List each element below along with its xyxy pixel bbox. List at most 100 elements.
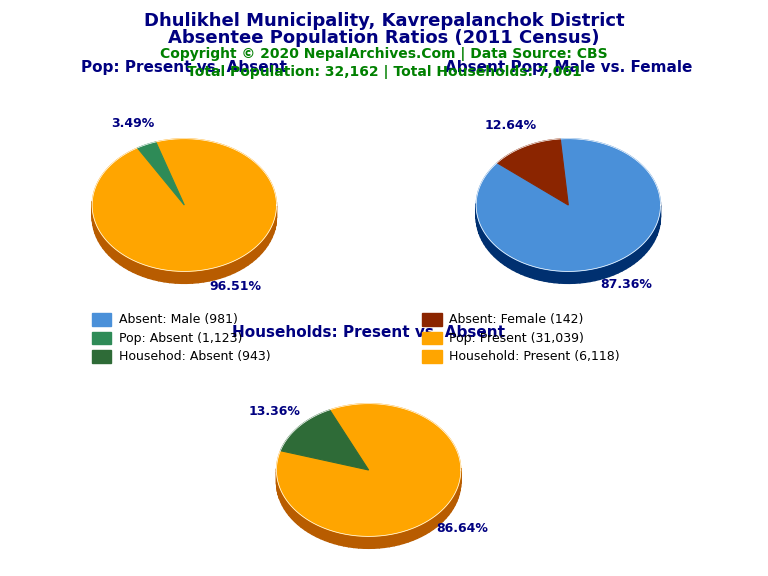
Polygon shape <box>289 503 292 518</box>
Polygon shape <box>292 507 295 522</box>
Polygon shape <box>436 512 440 527</box>
Polygon shape <box>508 256 512 270</box>
Polygon shape <box>234 259 239 272</box>
Polygon shape <box>549 270 554 283</box>
Polygon shape <box>259 241 262 256</box>
Polygon shape <box>329 530 334 544</box>
Polygon shape <box>148 266 154 279</box>
Polygon shape <box>95 221 97 237</box>
Polygon shape <box>284 497 286 512</box>
Polygon shape <box>394 533 399 546</box>
Polygon shape <box>192 271 198 283</box>
Polygon shape <box>204 269 209 282</box>
Text: 3.49%: 3.49% <box>111 117 155 130</box>
Polygon shape <box>321 526 325 540</box>
Polygon shape <box>239 256 243 270</box>
Polygon shape <box>609 263 614 276</box>
Polygon shape <box>243 253 248 268</box>
Polygon shape <box>129 258 134 272</box>
Title: Households: Present vs. Absent: Households: Present vs. Absent <box>232 325 505 340</box>
Polygon shape <box>476 139 660 271</box>
Polygon shape <box>446 503 449 518</box>
Polygon shape <box>225 263 230 276</box>
Polygon shape <box>495 245 498 260</box>
Polygon shape <box>657 220 658 236</box>
Text: Copyright © 2020 NepalArchives.Com | Data Source: CBS: Copyright © 2020 NepalArchives.Com | Dat… <box>161 47 607 61</box>
Polygon shape <box>459 479 460 495</box>
Polygon shape <box>120 253 124 267</box>
Text: 86.64%: 86.64% <box>437 522 488 535</box>
Polygon shape <box>262 237 265 252</box>
Polygon shape <box>364 536 369 548</box>
Polygon shape <box>408 528 412 542</box>
Polygon shape <box>301 515 305 530</box>
Polygon shape <box>614 261 618 275</box>
Polygon shape <box>451 497 453 512</box>
Polygon shape <box>457 486 458 502</box>
Title: Absent Pop: Male vs. Female: Absent Pop: Male vs. Female <box>445 60 692 75</box>
Polygon shape <box>220 265 225 278</box>
Polygon shape <box>316 525 321 539</box>
Polygon shape <box>143 264 148 278</box>
Polygon shape <box>113 247 116 262</box>
Polygon shape <box>252 247 256 262</box>
Polygon shape <box>626 255 630 268</box>
Polygon shape <box>399 532 403 545</box>
Text: Household: Present (6,118): Household: Present (6,118) <box>449 350 620 363</box>
Polygon shape <box>214 266 220 280</box>
Polygon shape <box>159 269 164 282</box>
Polygon shape <box>590 268 594 282</box>
Polygon shape <box>574 271 580 283</box>
Polygon shape <box>498 248 501 263</box>
Polygon shape <box>106 240 109 255</box>
Polygon shape <box>175 271 181 283</box>
Polygon shape <box>354 536 359 548</box>
Polygon shape <box>265 233 267 249</box>
Polygon shape <box>453 493 455 509</box>
Polygon shape <box>489 238 492 254</box>
Polygon shape <box>98 229 101 245</box>
Polygon shape <box>305 518 309 532</box>
Polygon shape <box>559 271 564 283</box>
Polygon shape <box>422 522 425 536</box>
Polygon shape <box>641 243 644 258</box>
Polygon shape <box>497 139 568 205</box>
Polygon shape <box>412 526 417 540</box>
Polygon shape <box>134 260 138 274</box>
Polygon shape <box>564 271 570 283</box>
Polygon shape <box>433 515 436 529</box>
Polygon shape <box>594 267 600 281</box>
Polygon shape <box>109 244 113 259</box>
Text: Pop: Present (31,039): Pop: Present (31,039) <box>449 332 584 344</box>
Polygon shape <box>403 530 408 543</box>
Polygon shape <box>124 255 129 270</box>
Text: 12.64%: 12.64% <box>485 119 536 132</box>
Polygon shape <box>649 234 651 249</box>
Polygon shape <box>280 487 281 502</box>
Polygon shape <box>276 404 461 536</box>
Polygon shape <box>384 535 389 547</box>
Polygon shape <box>530 266 535 279</box>
Polygon shape <box>417 525 422 539</box>
Polygon shape <box>181 271 187 283</box>
Polygon shape <box>92 139 276 271</box>
Polygon shape <box>521 262 525 276</box>
Polygon shape <box>270 226 272 242</box>
Text: Total Population: 32,162 | Total Households: 7,061: Total Population: 32,162 | Total Househo… <box>187 65 581 78</box>
Polygon shape <box>325 529 329 542</box>
Polygon shape <box>286 501 289 516</box>
Polygon shape <box>334 532 339 545</box>
Polygon shape <box>484 232 486 248</box>
Text: 13.36%: 13.36% <box>249 405 300 418</box>
Text: 96.51%: 96.51% <box>210 280 261 293</box>
Polygon shape <box>170 271 175 283</box>
Text: Dhulikhel Municipality, Kavrepalanchok District: Dhulikhel Municipality, Kavrepalanchok D… <box>144 12 624 29</box>
Polygon shape <box>618 259 622 273</box>
Polygon shape <box>486 236 489 251</box>
Title: Pop: Present vs. Absent: Pop: Present vs. Absent <box>81 60 287 75</box>
Polygon shape <box>501 251 505 265</box>
Polygon shape <box>539 268 545 281</box>
Text: Absentee Population Ratios (2011 Census): Absentee Population Ratios (2011 Census) <box>168 29 600 47</box>
Polygon shape <box>101 233 103 248</box>
Polygon shape <box>248 250 252 265</box>
